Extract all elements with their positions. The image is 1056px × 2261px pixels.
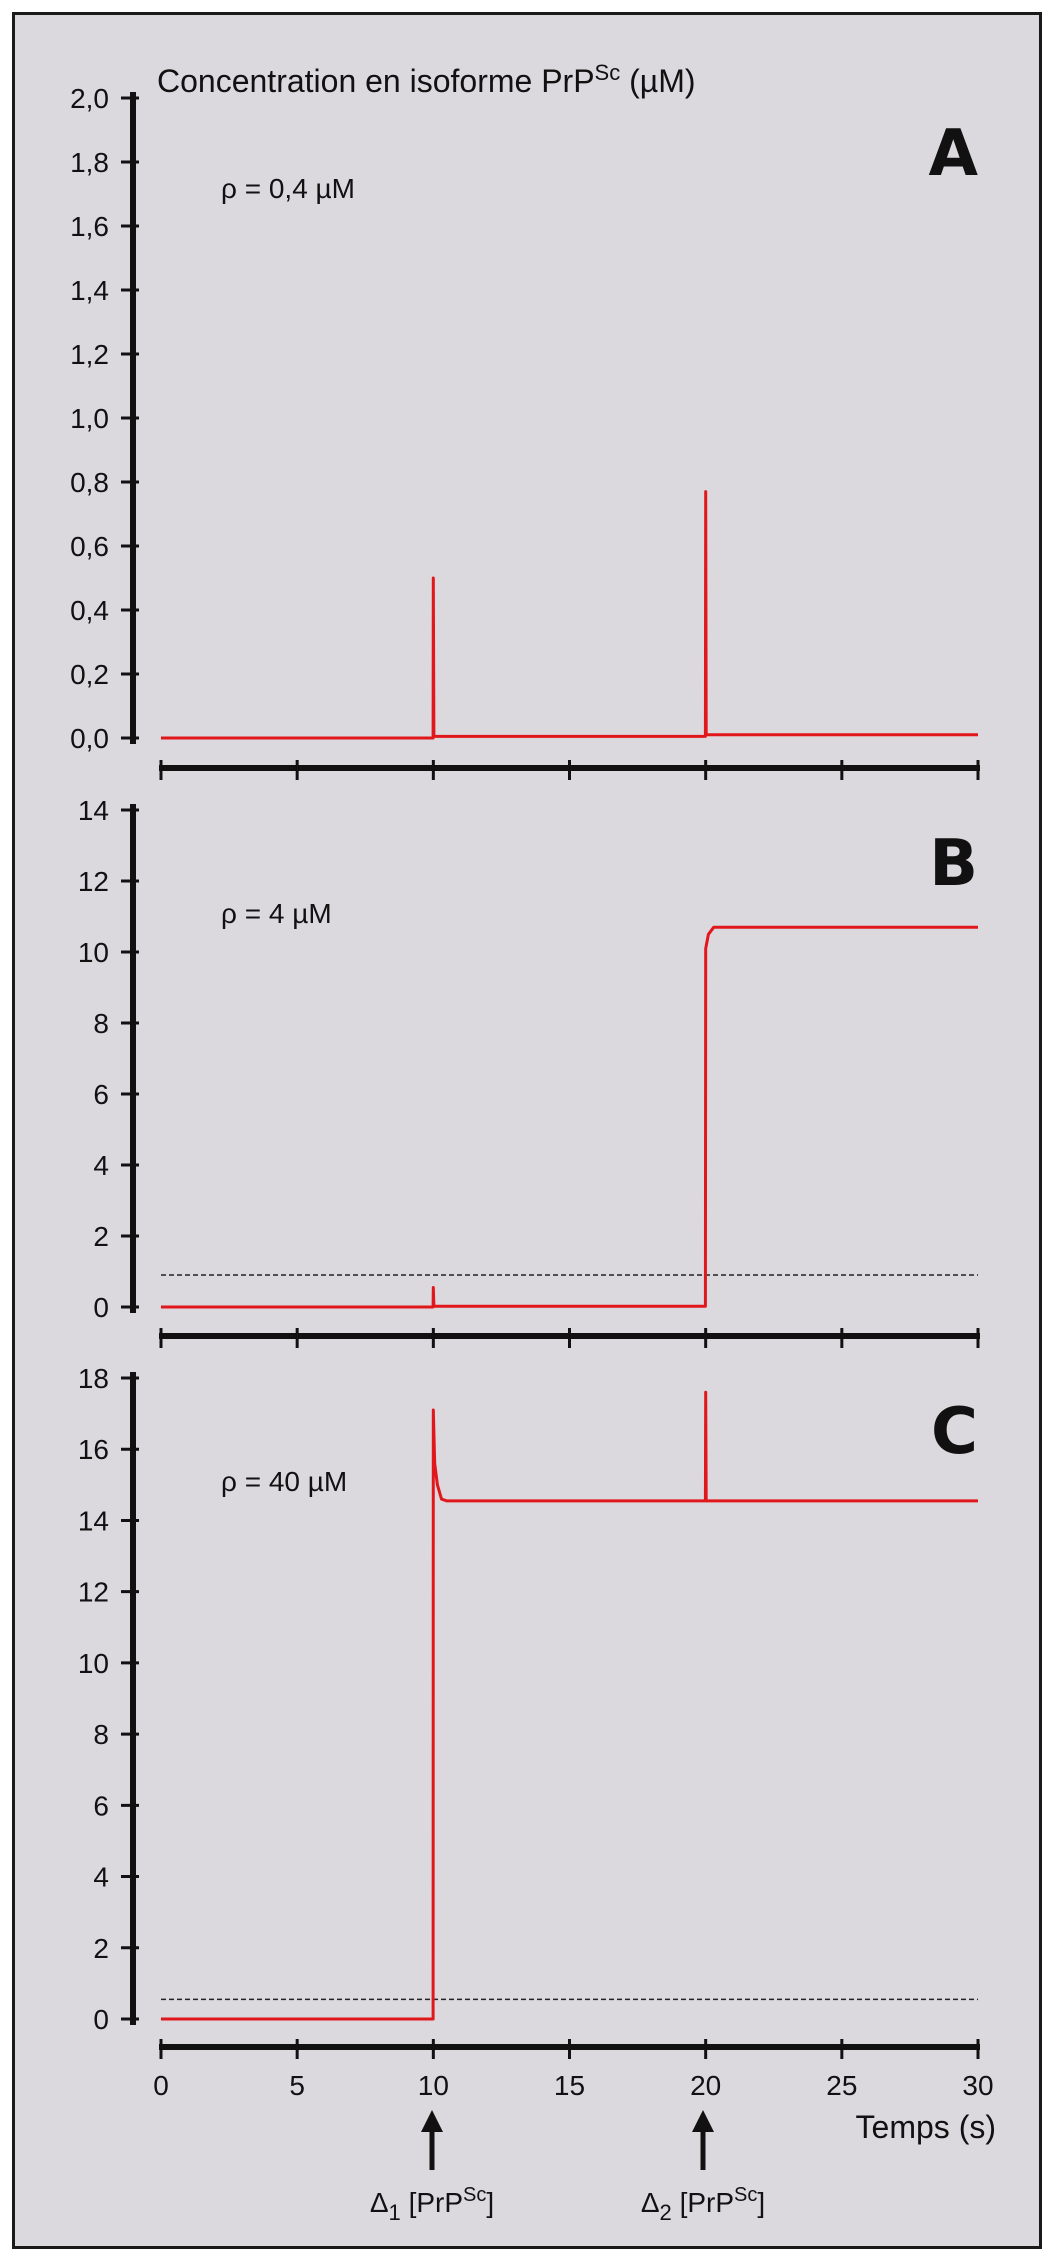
y-tick-label: 16 [78,1434,109,1465]
x-tick-label: 0 [153,2070,169,2101]
y-tick-label: 8 [93,1008,109,1039]
x-axis-label: Temps (s) [856,2109,996,2145]
y-tick-label: 12 [78,1577,109,1608]
rho-annotation: ρ = 4 µM [221,898,332,929]
y-tick-label: 0 [93,1292,109,1323]
y-tick-label: 4 [93,1862,109,1893]
y-tick-label: 0,4 [70,595,109,626]
y-axis-label: Concentration en isoforme PrPSc (µM) [157,60,696,99]
y-tick-label: 18 [78,1363,109,1394]
y-tick-label: 2 [93,1221,109,1252]
y-tick-label: 1,6 [70,211,109,242]
rho-annotation: ρ = 40 µM [221,1466,347,1497]
x-tick-label: 25 [826,2070,857,2101]
y-tick-label: 0,0 [70,723,109,754]
series-line [161,490,978,740]
y-tick-label: 1,4 [70,275,109,306]
y-tick-label: 1,0 [70,403,109,434]
arrow-2 [692,2110,714,2170]
y-tick-label: 0,6 [70,531,109,562]
x-tick-label: 10 [418,2070,449,2101]
x-tick-label: 30 [962,2070,993,2101]
panel-letter: B [929,827,978,901]
y-tick-label: 0,2 [70,659,109,690]
y-tick-label: 6 [93,1079,109,1110]
y-tick-label: 1,8 [70,147,109,178]
arrow-2-head [692,2110,714,2132]
panel-letter: C [931,1395,978,1469]
x-tick-label: 15 [554,2070,585,2101]
panel-b: 0 2 4 6 8 10 12 14 ρ = 4 µM B [78,795,980,1348]
y-tick-label: 2,0 [70,83,109,114]
y-tick-label: 2 [93,1933,109,1964]
panel-a: 0,0 0,2 0,4 0,6 0,8 1,0 1,2 1,4 1,6 1,8 2,0 ρ = 0,4… [70,83,980,780]
panels: 0,0 0,2 0,4 0,6 0,8 1,0 1,2 1,4 1,6 1,8 2,0 ρ = 0,4… [70,83,994,2101]
panel-c: 0 2 4 6 8 10 12 14 16 18 0 5 10 15 20 25 30 ρ = 40 µM C [78,1363,994,2101]
y-tick-label: 0 [93,2004,109,2035]
y-tick-label: 6 [93,1790,109,1821]
x-tick-label: 20 [690,2070,721,2101]
panel-letter: A [928,117,978,191]
series-line [161,1390,978,2021]
y-tick-label: 8 [93,1719,109,1750]
figure-frame [12,12,1042,2249]
arrow-2-label: Δ2 [PrPSc] [641,2184,765,2225]
y-tick-label: 12 [78,866,109,897]
arrow-1-head [421,2110,443,2132]
y-tick-label: 1,2 [70,339,109,370]
rho-annotation: ρ = 0,4 µM [221,173,355,204]
y-tick-label: 4 [93,1150,109,1181]
series-line [161,925,978,1309]
y-tick-label: 14 [78,795,109,826]
arrow-1 [421,2110,443,2170]
x-tick-label: 5 [289,2070,305,2101]
y-tick-label: 14 [78,1505,109,1536]
arrow-1-label: Δ1 [PrPSc] [370,2184,494,2225]
y-tick-label: 0,8 [70,467,109,498]
y-tick-label: 10 [78,1648,109,1679]
y-tick-label: 10 [78,937,109,968]
